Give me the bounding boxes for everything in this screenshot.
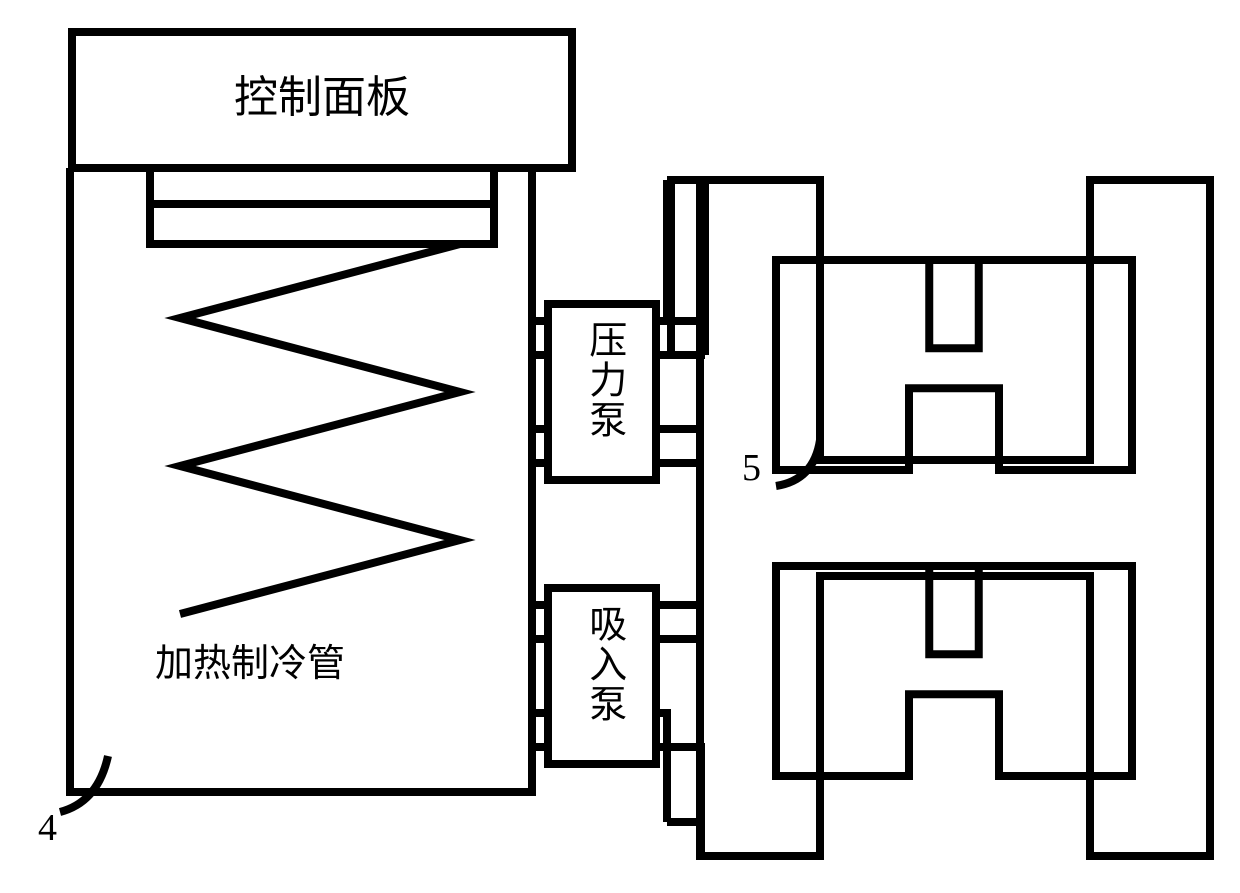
callout-4-label: 4 (38, 808, 57, 850)
control-panel-label: 控制面板 (72, 74, 572, 122)
callout-5-label: 5 (742, 448, 761, 490)
pressure-pump-label: 压力泵 (582, 320, 624, 440)
diagram-svg (0, 0, 1240, 893)
heating-tube-label: 加热制冷管 (120, 644, 380, 686)
diagram-canvas: 控制面板 加热制冷管 压力泵 吸入泵 4 5 (0, 0, 1240, 893)
suction-pump-label: 吸入泵 (582, 604, 624, 724)
